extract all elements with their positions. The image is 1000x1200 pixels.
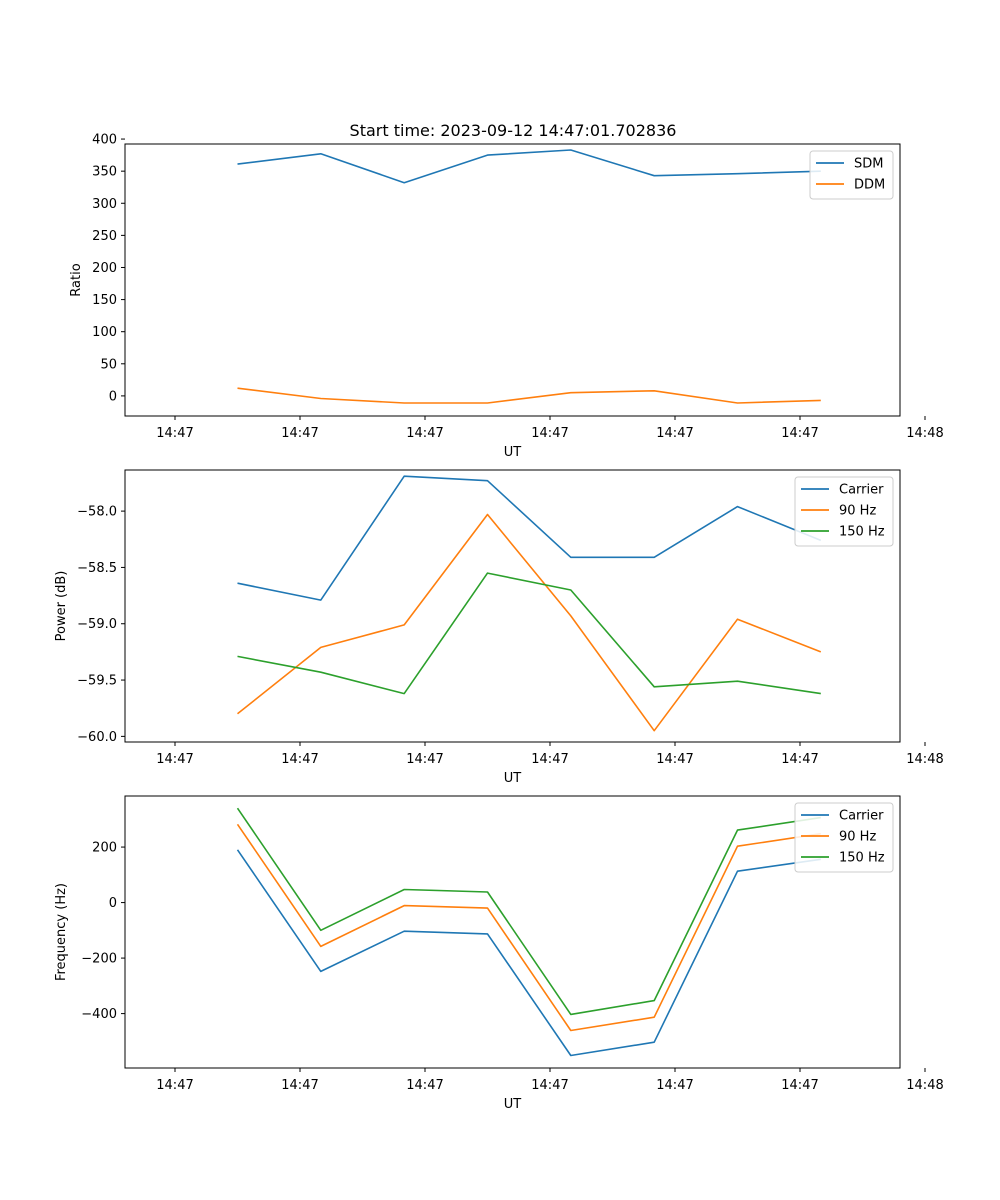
x-tick-label: 14:48 (906, 752, 943, 767)
legend-label: 90 Hz (839, 830, 876, 845)
series-line-90-hz (237, 513, 822, 732)
x-tick-label: 14:47 (281, 752, 318, 767)
x-axis-label: UT (504, 1097, 522, 1112)
x-tick-label: 14:47 (156, 1078, 193, 1093)
legend-box (794, 476, 894, 547)
x-tick-label: 14:47 (781, 1078, 818, 1093)
x-tick-label: 14:48 (906, 1078, 943, 1093)
y-tick-label: 400 (92, 133, 117, 148)
x-tick-label: 14:47 (406, 426, 443, 441)
legend-label: 90 Hz (839, 504, 876, 519)
axes-frame (124, 469, 901, 743)
legend-label: 150 Hz (839, 851, 885, 866)
series-line-90-hz (236, 823, 821, 1032)
x-tick-label: 14:47 (281, 426, 318, 441)
legend: Carrier 90 Hz 150 Hz (794, 802, 894, 873)
legend-box (794, 802, 894, 873)
figure-title: Start time: 2023-09-12 14:47:01.702836 (350, 121, 677, 140)
x-axis-label: UT (504, 771, 522, 786)
x-tick-label: 14:47 (531, 426, 568, 441)
y-tick-label: 350 (92, 165, 117, 180)
y-tick-label: −59.5 (77, 674, 117, 689)
chart-panel-2: −60.0 −59.5 −59.0 −58.5 −58.0 14:47 14:47 14:47… (54, 469, 944, 786)
x-tick-label: 14:47 (656, 752, 693, 767)
y-axis-label: Ratio (69, 263, 84, 296)
legend-label: 150 Hz (839, 525, 885, 540)
legend-label: Carrier (839, 483, 884, 498)
axes-frame (124, 795, 901, 1069)
x-axis-label: UT (504, 445, 522, 460)
legend-label: SDM (854, 157, 883, 172)
y-tick-label: 50 (100, 357, 117, 372)
y-tick-label: −59.0 (77, 617, 117, 632)
legend-label: DDM (854, 178, 885, 193)
y-tick-label: −58.5 (77, 561, 117, 576)
x-tick-label: 14:47 (531, 752, 568, 767)
y-tick-label: −58.0 (77, 505, 117, 520)
chart-panel-1: 0 50 100 150 200 250 300 350 400 14:47 14:47 14:47 1… (69, 133, 944, 460)
y-tick-label: 200 (92, 841, 117, 856)
series-line-carrier (237, 475, 822, 601)
y-tick-label: 0 (109, 896, 117, 911)
x-tick-label: 14:47 (781, 426, 818, 441)
x-tick-label: 14:47 (156, 752, 193, 767)
y-tick-label: 100 (92, 325, 117, 340)
series-line-150-hz (236, 807, 821, 1016)
y-tick-label: −60.0 (77, 730, 117, 745)
y-tick-label: 200 (92, 261, 117, 276)
x-tick-label: 14:47 (656, 426, 693, 441)
x-tick-label: 14:47 (781, 752, 818, 767)
y-tick-label: −400 (81, 1007, 117, 1022)
y-axis-label: Frequency (Hz) (54, 883, 69, 981)
series-line-150-hz (237, 572, 821, 695)
series-line-ddm (237, 387, 821, 404)
x-tick-label: 14:47 (406, 1078, 443, 1093)
y-axis-label: Power (dB) (54, 571, 69, 642)
x-tick-label: 14:47 (656, 1078, 693, 1093)
y-tick-label: 250 (92, 229, 117, 244)
legend: Carrier 90 Hz 150 Hz (794, 476, 894, 547)
x-tick-label: 14:47 (281, 1078, 318, 1093)
y-tick-label: −200 (81, 952, 117, 967)
x-tick-label: 14:48 (906, 426, 943, 441)
legend: SDM DDM (809, 150, 894, 200)
axes-frame (124, 143, 901, 417)
legend-label: Carrier (839, 809, 884, 824)
x-tick-label: 14:47 (531, 1078, 568, 1093)
y-tick-label: 300 (92, 197, 117, 212)
y-tick-label: 0 (109, 389, 117, 404)
x-tick-label: 14:47 (156, 426, 193, 441)
x-tick-label: 14:47 (406, 752, 443, 767)
y-tick-label: 150 (92, 293, 117, 308)
chart-panel-3: −400 −200 0 200 14:47 14:47 14:47 14:47 14:47 14:… (54, 795, 944, 1112)
series-line-carrier (236, 849, 821, 1057)
series-line-sdm (237, 149, 821, 184)
